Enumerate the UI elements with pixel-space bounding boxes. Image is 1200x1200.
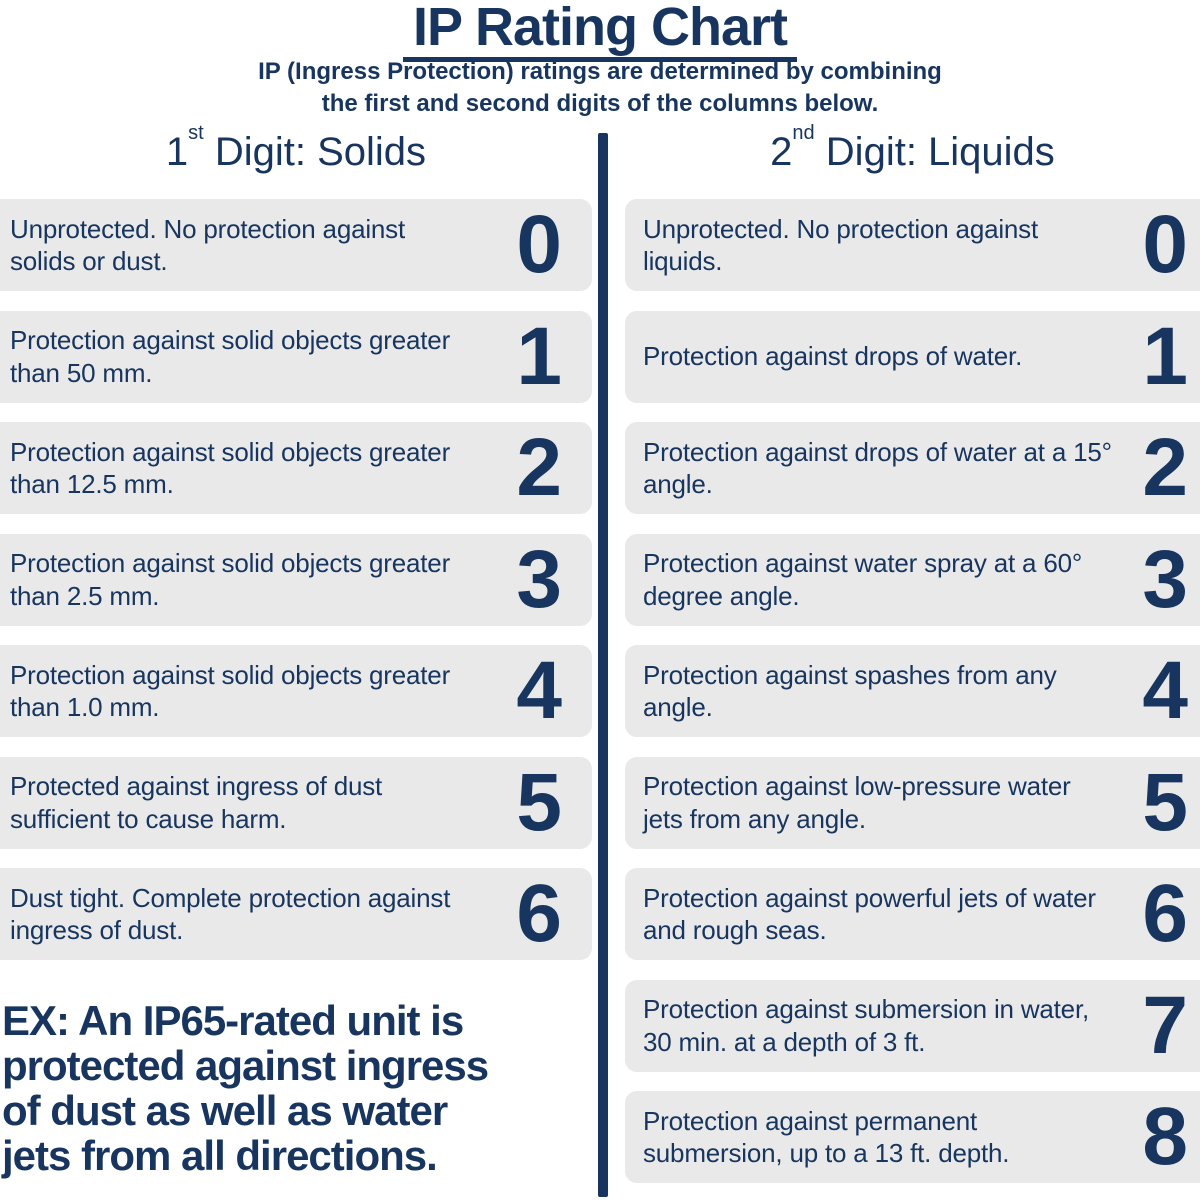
rating-row: Protection against drops of water at a 1… [625,422,1200,514]
rating-description: Protection against spashes from any angl… [643,659,1057,723]
rating-description: Protection against water spray at a 60° … [643,548,1083,611]
rating-row: Protection against solid objects greater… [0,310,592,403]
rating-description: Unprotected. No protection against solid… [10,213,405,277]
rating-description: Dust tight. Complete protection against … [10,882,451,946]
page-title: IP Rating Chart [402,0,798,62]
rating-row: Protection against solid objects greater… [0,533,592,626]
rating-row: Unprotected. No protection against liqui… [625,199,1200,291]
rating-row: Protection against powerful jets of wate… [625,868,1200,960]
solids-column-heading: 1st Digit: Solids [0,122,592,176]
rating-digit: 3 [516,533,562,625]
rating-description: Protection against submersion in water, … [643,994,1089,1057]
rating-digit: 6 [1142,868,1188,959]
rating-row: Protected against ingress of dust suffic… [0,756,592,849]
rating-row: Protection against solid objects greater… [0,422,592,514]
rating-row: Protection against permanent submersion,… [625,1091,1200,1183]
page-subtitle: IP (Ingress Protection) ratings are dete… [258,58,942,117]
liquids-heading-label: Digit: Liquids [825,130,1055,174]
header: IP Rating Chart [0,0,1200,62]
example-note: EX: An IP65-rated unit is protected agai… [2,997,489,1179]
rating-digit: 4 [516,645,562,736]
rating-description: Protection against solid objects greater… [10,436,451,500]
rating-row: Protection against solid objects greater… [0,645,592,737]
rating-digit: 2 [1142,422,1188,513]
rating-digit: 8 [1142,1091,1188,1182]
rating-digit: 0 [516,199,562,290]
rating-digit: 5 [516,756,562,848]
rating-row: Protection against spashes from any angl… [625,645,1200,737]
rating-description: Protection against solid objects greater… [10,548,451,611]
rating-row: Protection against drops of water. 1 [625,310,1200,403]
liquids-column-heading: 2nd Digit: Liquids [625,122,1200,176]
liquids-heading-number: 2 [770,130,793,174]
solids-heading-label: Digit: Solids [214,130,427,174]
rating-digit: 4 [1142,645,1188,736]
solids-heading-number: 1 [165,130,189,174]
rating-digit: 5 [1142,756,1188,848]
rating-description: Protection against low-pressure water je… [643,771,1071,834]
rating-digit: 3 [1142,533,1188,625]
rating-row: Dust tight. Complete protection against … [0,868,592,960]
column-divider [598,133,608,1197]
rating-description: Protection against drops of water. [643,341,1023,372]
rating-digit: 6 [516,868,562,959]
rating-description: Protection against solid objects greater… [10,659,451,723]
liquids-heading-ordinal: nd [792,121,815,144]
rating-description: Protected against ingress of dust suffic… [10,771,383,834]
rating-description: Protection against permanent submersion,… [643,1105,1010,1169]
rating-digit: 1 [516,310,562,402]
rating-row: Protection against low-pressure water je… [625,756,1200,849]
solids-heading-ordinal: st [188,121,204,144]
rating-digit: 0 [1142,199,1188,290]
rating-description: Unprotected. No protection against liqui… [643,213,1038,277]
solids-rating-list: Unprotected. No protection against solid… [0,199,592,960]
rating-digit: 7 [1142,979,1188,1071]
liquids-rating-list: Unprotected. No protection against liqui… [625,199,1200,1183]
rating-description: Protection against powerful jets of wate… [643,882,1096,946]
rating-row: Protection against water spray at a 60° … [625,533,1200,626]
rating-digit: 2 [516,422,562,513]
rating-row: Protection against submersion in water, … [625,979,1200,1072]
rating-description: Protection against drops of water at a 1… [643,436,1112,500]
rating-digit: 1 [1142,310,1188,402]
rating-row: Unprotected. No protection against solid… [0,199,592,291]
rating-description: Protection against solid objects greater… [10,325,451,388]
